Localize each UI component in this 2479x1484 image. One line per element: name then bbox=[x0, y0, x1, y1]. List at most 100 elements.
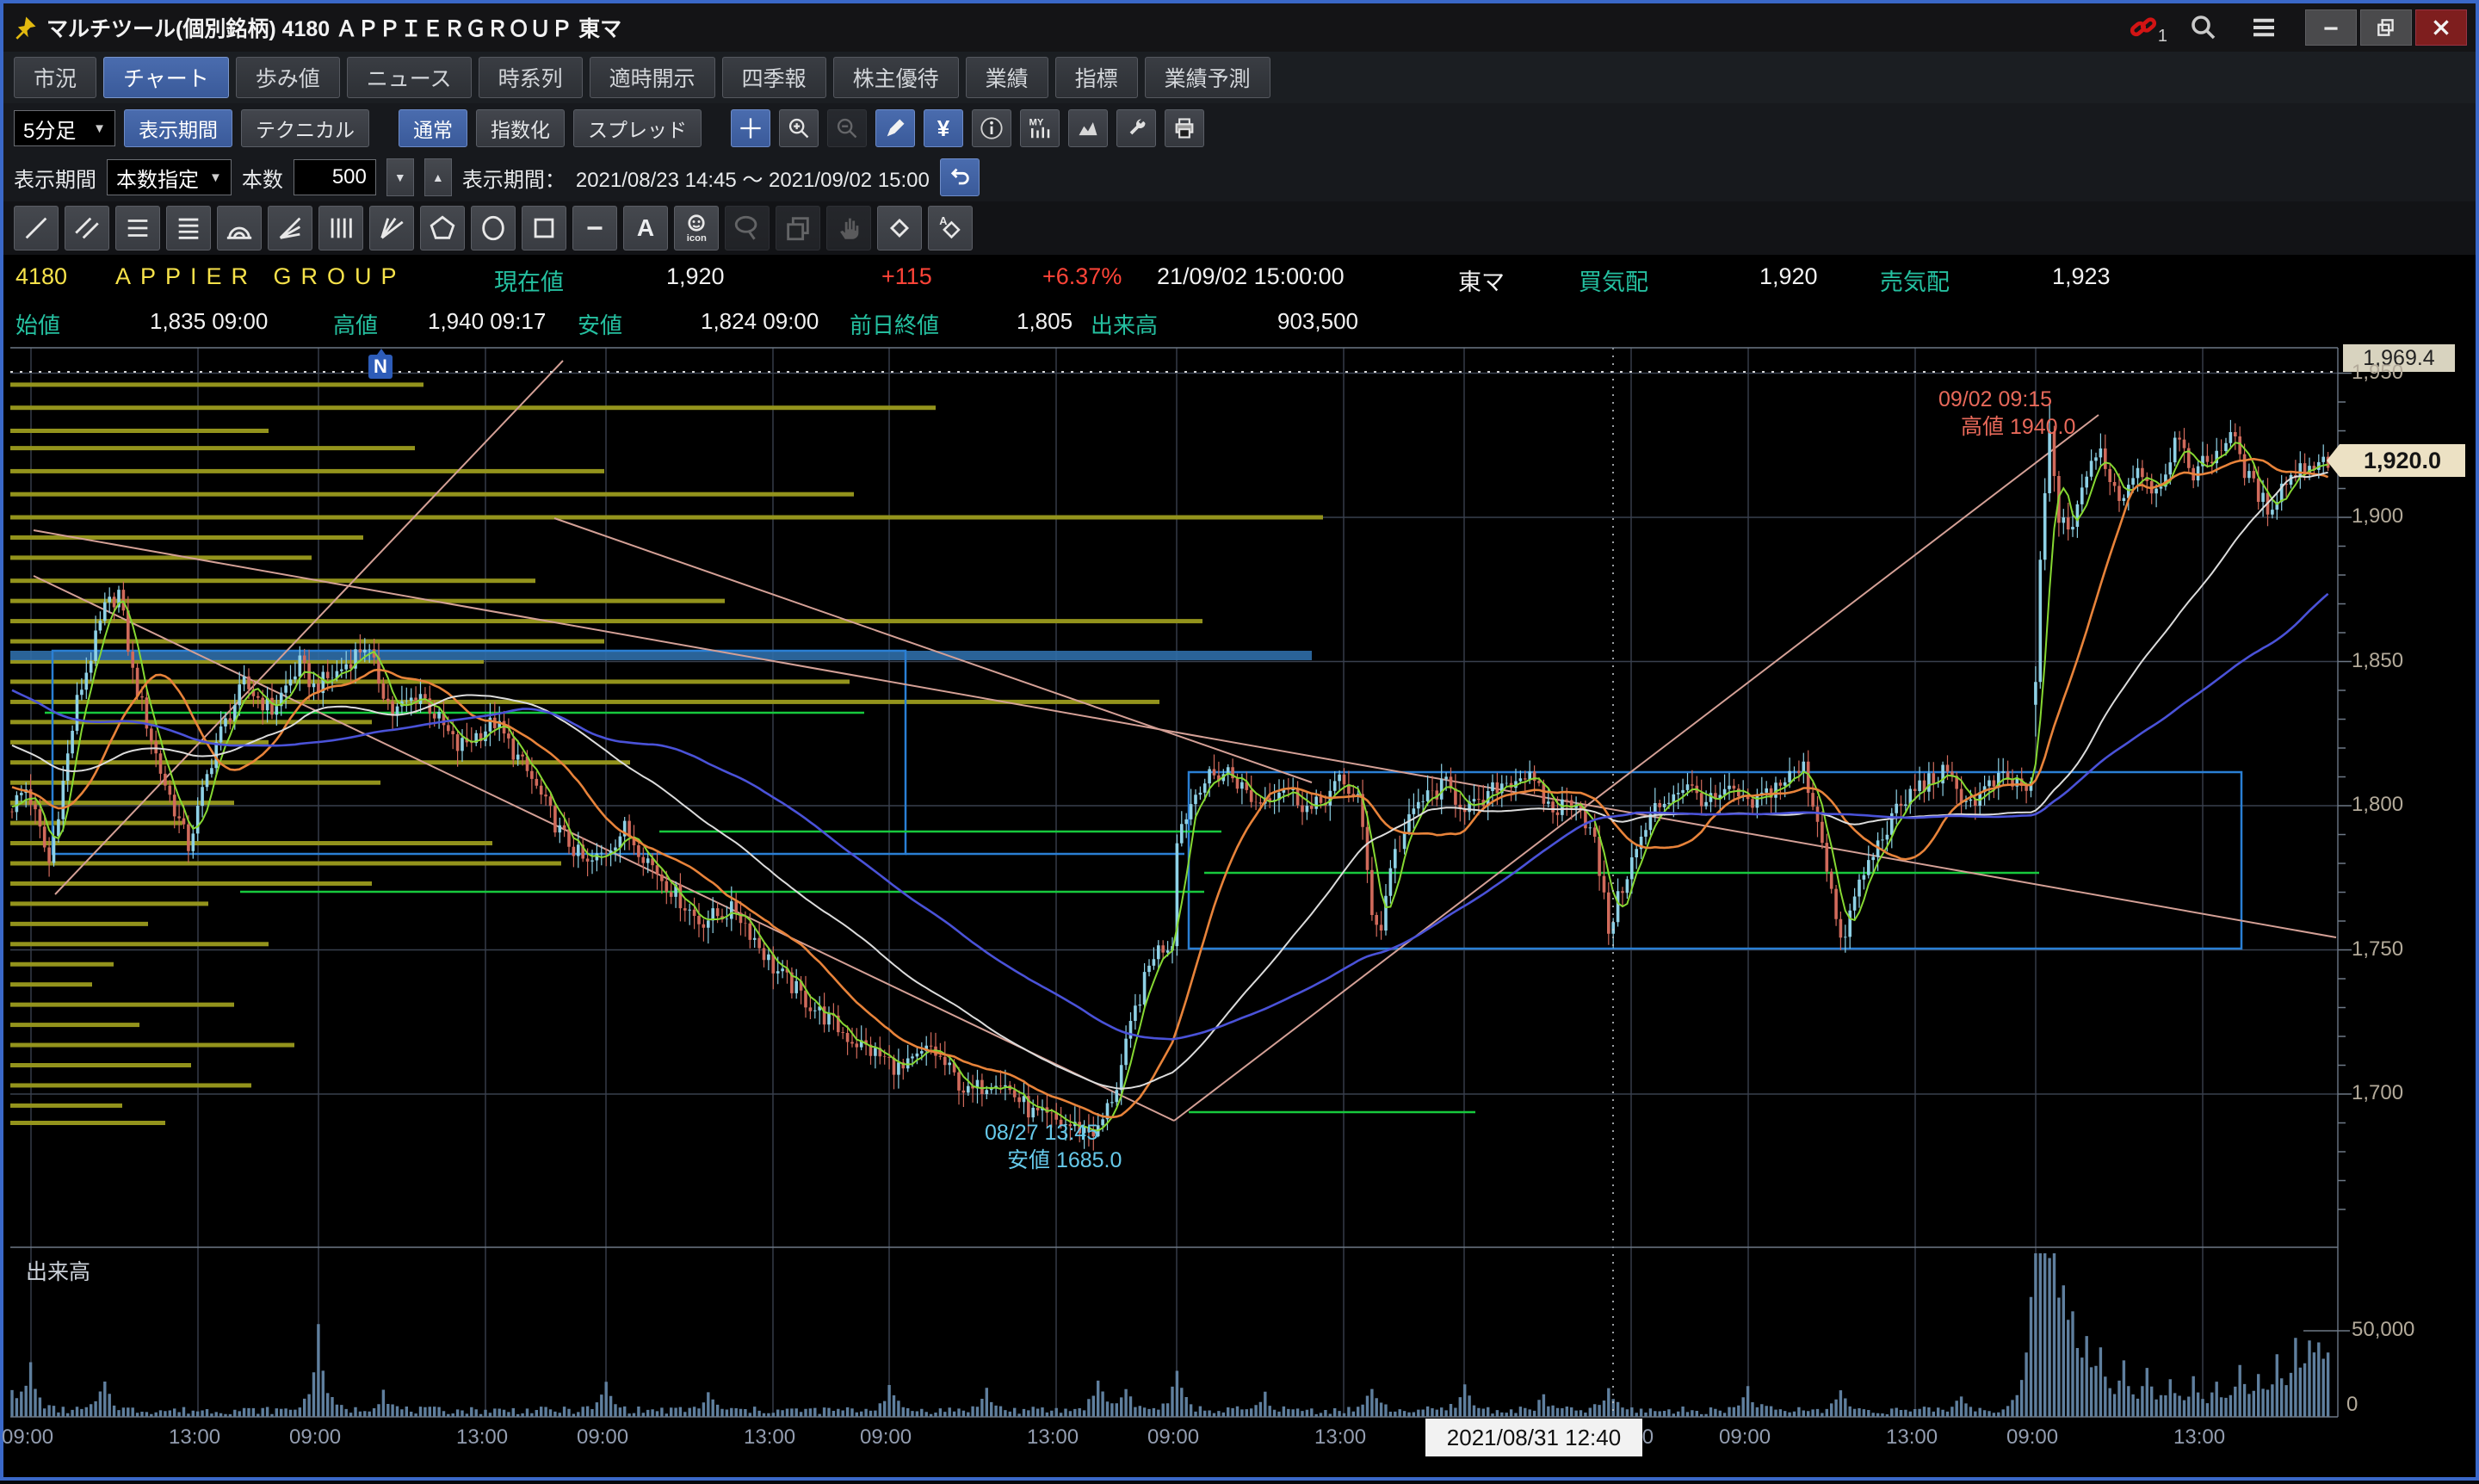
eraser-text-tool-icon[interactable]: A bbox=[928, 206, 973, 250]
time-tick-label: 09:00 bbox=[2006, 1425, 2059, 1449]
range-value: 2021/08/23 14:45 ～ 2021/09/02 15:00 bbox=[575, 168, 930, 192]
interval-select[interactable]: 5分足 ▼ bbox=[14, 110, 115, 146]
period-mode-value: 本数指定 bbox=[116, 168, 199, 192]
time-tick-label: 13:00 bbox=[456, 1425, 509, 1449]
info-button[interactable] bbox=[972, 109, 1011, 147]
search-icon[interactable] bbox=[2185, 10, 2222, 45]
volume-value: 903,500 bbox=[1277, 308, 1358, 334]
bar-count-input[interactable]: 500 bbox=[293, 159, 376, 195]
low-annotation-time: 08/27 13:45 bbox=[985, 1121, 1099, 1145]
bar-count-value: 500 bbox=[331, 165, 367, 189]
pin-icon bbox=[12, 15, 38, 40]
link-badge: 1 bbox=[2157, 27, 2167, 46]
reset-period-button[interactable] bbox=[939, 158, 980, 196]
link-group-icon[interactable]: 1 bbox=[2124, 10, 2167, 46]
tab-shikiho[interactable]: 四季報 bbox=[721, 57, 826, 98]
display-period-button[interactable]: 表示期間 bbox=[124, 109, 232, 147]
volume-label: 出来高 bbox=[1091, 312, 1159, 338]
time-tick-label: 13:00 bbox=[1314, 1425, 1367, 1449]
tab-disclosure[interactable]: 適時開示 bbox=[589, 57, 715, 98]
tab-strip: 市況 チャート 歩み値 ニュース 時系列 適時開示 四季報 株主優待 業績 指標… bbox=[3, 52, 2476, 103]
price-tick-label: 1,900 bbox=[2352, 504, 2404, 528]
market-segment: 東マ bbox=[1458, 269, 1505, 295]
normal-mode-button[interactable]: 通常 bbox=[399, 109, 467, 147]
time-tick-label: 09:00 bbox=[1147, 1425, 1200, 1449]
range-label: 表示期間： bbox=[461, 168, 566, 192]
rectangle-tool-icon[interactable] bbox=[522, 206, 566, 250]
fibonacci-arcs-tool-icon[interactable] bbox=[217, 206, 262, 250]
eraser-tool-icon[interactable] bbox=[877, 206, 922, 250]
minimize-button[interactable] bbox=[2305, 9, 2357, 46]
time-tick-label: 09:00 bbox=[860, 1425, 912, 1449]
news-marker[interactable]: N bbox=[368, 349, 393, 379]
ask-label: 売気配 bbox=[1880, 269, 1950, 295]
horizontal-lines-3-tool-icon[interactable] bbox=[115, 206, 160, 250]
tab-tick[interactable]: 歩み値 bbox=[235, 57, 340, 98]
tab-market[interactable]: 市況 bbox=[14, 57, 97, 98]
vertical-lines-tool-icon[interactable] bbox=[318, 206, 363, 250]
parallel-lines-tool-icon[interactable] bbox=[65, 206, 109, 250]
restore-button[interactable] bbox=[2360, 9, 2412, 46]
tab-chart[interactable]: チャート bbox=[103, 57, 229, 98]
tab-earnings[interactable]: 業績 bbox=[965, 57, 1048, 98]
tab-news[interactable]: ニュース bbox=[346, 57, 472, 98]
text-tool-glyph: A bbox=[636, 214, 655, 241]
tab-shareholder-benefit[interactable]: 株主優待 bbox=[832, 57, 959, 98]
area-chart-button[interactable] bbox=[1068, 109, 1108, 147]
time-tick-label: 13:00 bbox=[169, 1425, 221, 1449]
tab-timeseries[interactable]: 時系列 bbox=[478, 57, 583, 98]
quote-row-2: 始値 1,835 09:00 高値 1,940 09:17 安値 1,824 0… bbox=[3, 298, 2476, 344]
text-tool-icon[interactable]: A bbox=[623, 206, 668, 250]
ellipse-tool-icon[interactable] bbox=[471, 206, 516, 250]
pitchfork-tool-icon[interactable] bbox=[369, 206, 414, 250]
quote-datetime: 21/09/02 15:00:00 bbox=[1157, 263, 1345, 289]
count-down-button[interactable]: ▼ bbox=[386, 158, 414, 196]
technical-button[interactable]: テクニカル bbox=[241, 109, 369, 147]
open-value: 1,835 09:00 bbox=[150, 308, 269, 334]
period-mode-select[interactable]: 本数指定 ▼ bbox=[107, 159, 232, 195]
settings-wrench-button[interactable] bbox=[1116, 109, 1156, 147]
pentagon-tool-icon[interactable] bbox=[420, 206, 465, 250]
price-change-pct: +6.37% bbox=[1042, 263, 1122, 289]
prev-close-label: 前日終値 bbox=[850, 312, 940, 338]
chevron-down-icon: ▼ bbox=[209, 170, 222, 185]
svg-text:A: A bbox=[939, 214, 947, 227]
crosshair-button[interactable] bbox=[731, 109, 770, 147]
menu-icon[interactable] bbox=[2245, 10, 2283, 45]
print-button[interactable] bbox=[1165, 109, 1204, 147]
draw-pencil-button[interactable] bbox=[875, 109, 915, 147]
count-up-button[interactable]: ▲ bbox=[423, 158, 452, 196]
spread-mode-button[interactable]: スプレッド bbox=[573, 109, 702, 147]
my-chart-button[interactable]: MY bbox=[1020, 109, 1060, 147]
stock-name: APPIER GROUP bbox=[115, 263, 406, 289]
yen-scale-button[interactable]: ¥ bbox=[924, 109, 963, 147]
price-tick-label: 1,750 bbox=[2352, 937, 2404, 961]
tab-earnings-forecast[interactable]: 業績予測 bbox=[1144, 57, 1270, 98]
icon-stamp-tool-icon[interactable]: icon bbox=[674, 206, 719, 250]
callout-balloon-tool-icon bbox=[725, 206, 770, 250]
chart-canvas[interactable] bbox=[3, 344, 2479, 1484]
time-tick-label: 09:00 bbox=[2, 1425, 54, 1449]
trend-line-tool-icon[interactable] bbox=[14, 206, 59, 250]
high-annotation: 09/02 09:15 高値 1940.0 bbox=[1938, 386, 2075, 441]
volume-tick-label: 0 bbox=[2346, 1393, 2358, 1416]
high-value: 1,940 09:17 bbox=[428, 308, 547, 334]
fan-lines-tool-icon[interactable] bbox=[268, 206, 312, 250]
low-label: 安値 bbox=[578, 312, 623, 338]
tab-indicators[interactable]: 指標 bbox=[1054, 57, 1138, 98]
copy-object-tool-icon bbox=[776, 206, 820, 250]
chart-region: N 出来高 1,969.4 1,920.0 09/02 09:15 高値 194… bbox=[2, 344, 2476, 1477]
low-annotation: 08/27 13:45 安値 1685.0 bbox=[985, 1119, 1122, 1174]
horizontal-segment-tool-icon[interactable] bbox=[572, 206, 617, 250]
indexed-mode-button[interactable]: 指数化 bbox=[476, 109, 565, 147]
current-price-tag: 1,920.0 bbox=[2327, 444, 2465, 477]
horizontal-lines-4-tool-icon[interactable] bbox=[166, 206, 211, 250]
close-button[interactable] bbox=[2415, 9, 2467, 46]
drawing-toolbar: A icon A bbox=[3, 201, 2476, 255]
count-label: 本数 bbox=[241, 168, 283, 192]
zoom-in-button[interactable] bbox=[779, 109, 819, 147]
pinned-high-label: 1,969.4 bbox=[2343, 344, 2455, 372]
zoom-out-button bbox=[827, 109, 867, 147]
price-tick-label: 1,800 bbox=[2352, 793, 2404, 816]
